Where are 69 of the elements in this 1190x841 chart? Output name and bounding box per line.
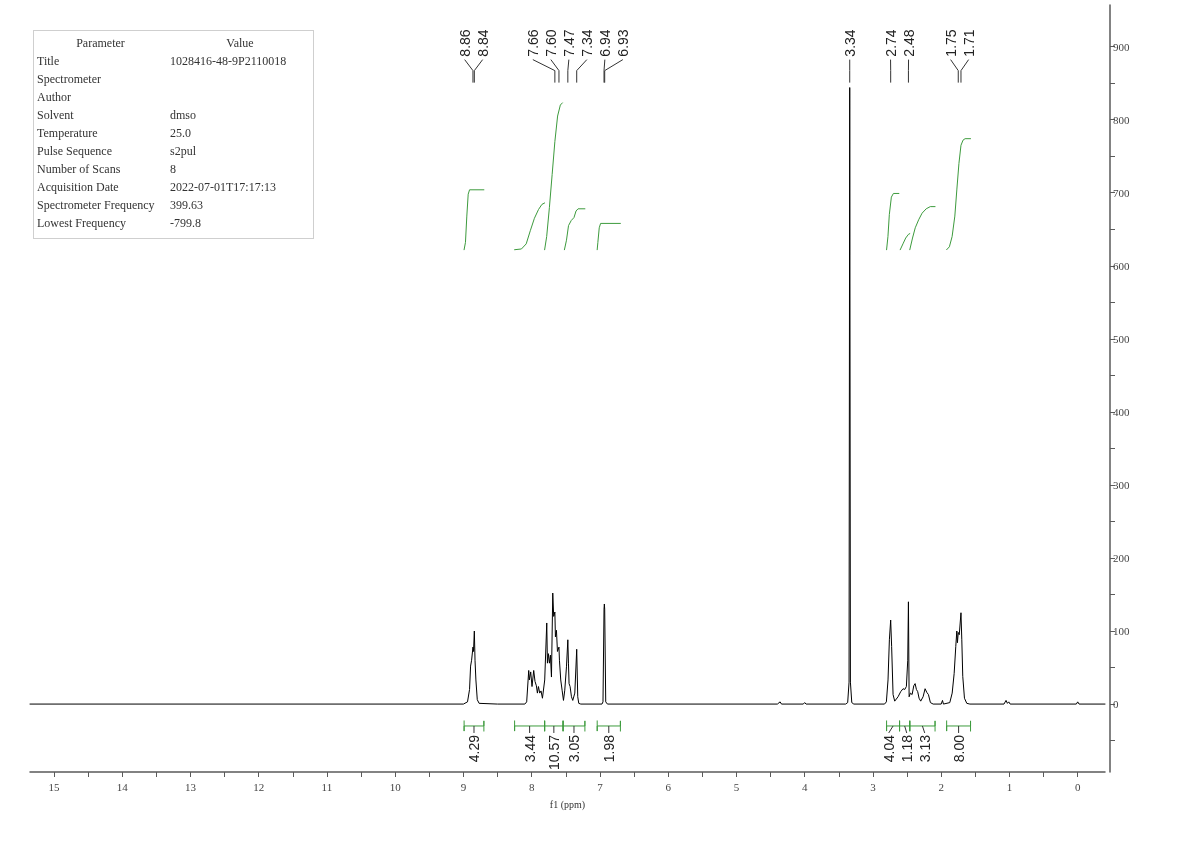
y-tick-label: 200 [1113, 551, 1130, 564]
x-tick-label: 5 [733, 780, 740, 793]
x-tick-label: 8 [528, 780, 535, 793]
annotation: 10.57 [545, 734, 562, 771]
annotation: 4.29 [465, 734, 482, 763]
x-tick-label: 7 [597, 780, 604, 793]
annotation: Parameter [75, 35, 126, 52]
annotation: 3.13 [916, 734, 933, 763]
x-axis-title: f1 (ppm) [549, 798, 586, 811]
ref-line-label: 7.66 [524, 29, 541, 57]
text: 25.0 [170, 126, 191, 140]
category-label: Temperature [36, 125, 99, 142]
ref-line-label: 8.84 [474, 29, 491, 57]
category-label: Solvent [36, 107, 75, 124]
y-tick-label: 600 [1113, 259, 1130, 272]
text: 1028416-48-9P2110018 [170, 54, 287, 68]
ref-line-label: 7.47 [560, 29, 577, 57]
text: 8 [170, 162, 176, 176]
x-tick-label: 1 [1006, 780, 1013, 793]
text: 399.63 [170, 198, 203, 212]
category-label: Lowest Frequency [36, 215, 127, 232]
text: s2pul [170, 144, 197, 158]
x-tick-label: 4 [801, 780, 808, 793]
y-tick-label: 400 [1113, 405, 1130, 418]
text: dmso [170, 108, 197, 122]
text: -799.8 [170, 216, 201, 230]
ref-line-label: 1.75 [942, 29, 959, 57]
annotation: 8.00 [950, 734, 967, 763]
text: 2022-07-01T17:17:13 [170, 180, 276, 194]
ref-line-label: 8.86 [456, 29, 473, 57]
x-tick-label: 13 [184, 780, 197, 793]
category-label: Acquisition Date [36, 179, 120, 196]
x-tick-label: 14 [116, 780, 129, 793]
ref-line-label: 3.34 [841, 29, 858, 57]
category-label: Title [36, 53, 61, 70]
x-tick-label: 9 [460, 780, 467, 793]
y-tick-label: 700 [1113, 186, 1130, 199]
ref-line-label: 7.34 [578, 29, 595, 57]
ref-line-label: 6.93 [614, 29, 631, 57]
x-tick-label: 11 [321, 780, 333, 793]
annotation: 3.05 [565, 734, 582, 763]
annotation: Value [225, 35, 255, 52]
ref-line-label: 6.94 [596, 29, 613, 57]
y-tick-label: 100 [1113, 625, 1130, 638]
y-tick-label: 0 [1113, 698, 1119, 711]
annotation: 3.44 [521, 734, 538, 763]
ref-line-label: 1.71 [960, 29, 977, 57]
annotation: 4.04 [880, 734, 897, 763]
y-tick-label: 300 [1113, 478, 1130, 491]
y-tick-label: 800 [1113, 113, 1130, 126]
category-label: Spectrometer Frequency [36, 197, 156, 214]
category-label: Pulse Sequence [36, 143, 113, 160]
x-tick-label: 12 [253, 780, 265, 793]
x-tick-label: 0 [1074, 780, 1081, 793]
category-label: Spectrometer [36, 71, 102, 88]
annotation: 1.98 [600, 734, 617, 763]
x-tick-label: 10 [389, 780, 402, 793]
category-label: Number of Scans [36, 161, 122, 178]
ref-line-label: 2.48 [900, 29, 917, 57]
y-tick-label: 900 [1113, 40, 1130, 53]
annotation: 1.18 [898, 734, 915, 763]
ref-line-label: 7.60 [542, 29, 559, 57]
x-tick-label: 6 [665, 780, 672, 793]
x-tick-label: 2 [938, 780, 944, 793]
ref-line-label: 2.74 [882, 29, 899, 57]
category-label: Author [36, 89, 72, 106]
x-tick-label: 15 [48, 780, 60, 793]
y-tick-label: 500 [1113, 332, 1130, 345]
x-tick-label: 3 [870, 780, 877, 793]
